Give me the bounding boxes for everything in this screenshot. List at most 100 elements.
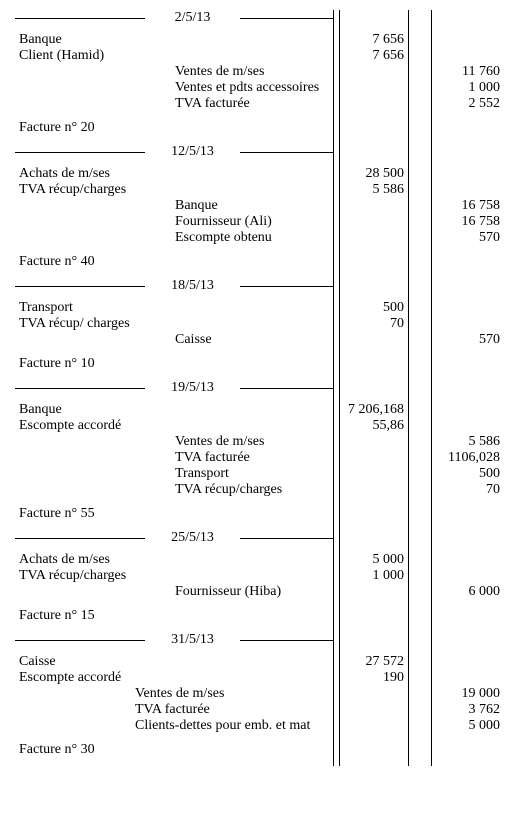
entry-date: 2/5/13 xyxy=(145,10,240,26)
entry-date: 18/5/13 xyxy=(145,278,240,294)
entry-label: Facture n° 55 xyxy=(15,506,335,522)
debit-amount xyxy=(335,230,410,246)
credit-amount: 5 586 xyxy=(434,434,504,450)
credit-amount: 19 000 xyxy=(434,686,504,702)
debit-amount xyxy=(335,214,410,230)
debit-amount: 1 000 xyxy=(335,568,410,584)
date-divider: 31/5/13 xyxy=(15,632,508,650)
entry-label: TVA facturée xyxy=(15,450,335,466)
entry-label: Transport xyxy=(15,300,335,316)
credit-amount xyxy=(434,182,504,198)
entry-label: Banque xyxy=(15,198,335,214)
credit-amount: 570 xyxy=(434,332,504,348)
credit-amount xyxy=(434,356,504,372)
debit-amount xyxy=(335,80,410,96)
debit-amount xyxy=(335,198,410,214)
date-divider: 12/5/13 xyxy=(15,144,508,162)
debit-amount: 5 586 xyxy=(335,182,410,198)
credit-amount xyxy=(434,506,504,522)
entry-label: Ventes de m/ses xyxy=(15,434,335,450)
debit-amount xyxy=(335,466,410,482)
debit-amount: 70 xyxy=(335,316,410,332)
debit-amount xyxy=(335,434,410,450)
credit-amount: 570 xyxy=(434,230,504,246)
credit-amount xyxy=(434,300,504,316)
debit-amount: 5 000 xyxy=(335,552,410,568)
entry-label: TVA récup/charges xyxy=(15,568,335,584)
entry-label: Ventes de m/ses xyxy=(15,686,335,702)
credit-amount xyxy=(434,254,504,270)
entry-date: 12/5/13 xyxy=(145,144,240,160)
debit-amount: 7 656 xyxy=(335,32,410,48)
credit-amount xyxy=(434,608,504,624)
debit-amount xyxy=(335,608,410,624)
debit-amount xyxy=(335,64,410,80)
credit-amount xyxy=(434,552,504,568)
credit-amount xyxy=(434,166,504,182)
entry-label: TVA facturée xyxy=(15,702,335,718)
credit-amount: 70 xyxy=(434,482,504,498)
entry-label: Facture n° 40 xyxy=(15,254,335,270)
debit-amount xyxy=(335,482,410,498)
credit-amount xyxy=(434,654,504,670)
entry-label: Escompte accordé xyxy=(15,670,335,686)
debit-amount xyxy=(335,356,410,372)
debit-amount xyxy=(335,332,410,348)
entry-label: Caisse xyxy=(15,332,335,348)
debit-amount: 7 656 xyxy=(335,48,410,64)
date-divider: 25/5/13 xyxy=(15,530,508,548)
entry-label: Achats de m/ses xyxy=(15,552,335,568)
entry-label: Escompte accordé xyxy=(15,418,335,434)
credit-amount xyxy=(434,670,504,686)
entry-label: Fournisseur (Hiba) xyxy=(15,584,335,600)
entry-label: Achats de m/ses xyxy=(15,166,335,182)
entry-label: Facture n° 15 xyxy=(15,608,335,624)
entry-label: TVA récup/ charges xyxy=(15,316,335,332)
entry-label: TVA récup/charges xyxy=(15,182,335,198)
date-divider: 2/5/13 xyxy=(15,10,508,28)
debit-amount xyxy=(335,742,410,758)
debit-amount xyxy=(335,702,410,718)
debit-amount: 500 xyxy=(335,300,410,316)
credit-amount: 3 762 xyxy=(434,702,504,718)
entry-date: 19/5/13 xyxy=(145,380,240,396)
entry-label: Banque xyxy=(15,32,335,48)
entry-label: Transport xyxy=(15,466,335,482)
entry-label: Facture n° 30 xyxy=(15,742,335,758)
credit-amount: 1 000 xyxy=(434,80,504,96)
debit-amount xyxy=(335,686,410,702)
credit-amount: 5 000 xyxy=(434,718,504,734)
entry-label: Facture n° 20 xyxy=(15,120,335,136)
credit-amount xyxy=(434,402,504,418)
debit-amount xyxy=(335,450,410,466)
debit-amount: 7 206,168 xyxy=(335,402,410,418)
credit-amount xyxy=(434,568,504,584)
entry-label: TVA facturée xyxy=(15,96,335,112)
debit-amount: 190 xyxy=(335,670,410,686)
journal-ledger: 2/5/13Banque7 656Client (Hamid)7 656Vent… xyxy=(15,10,508,766)
entry-label: Client (Hamid) xyxy=(15,48,335,64)
credit-amount: 16 758 xyxy=(434,214,504,230)
date-divider: 19/5/13 xyxy=(15,380,508,398)
entry-label: TVA récup/charges xyxy=(15,482,335,498)
debit-amount xyxy=(335,506,410,522)
debit-amount xyxy=(335,120,410,136)
debit-amount xyxy=(335,96,410,112)
debit-amount: 28 500 xyxy=(335,166,410,182)
credit-amount xyxy=(434,316,504,332)
credit-amount: 16 758 xyxy=(434,198,504,214)
credit-amount: 500 xyxy=(434,466,504,482)
credit-amount: 11 760 xyxy=(434,64,504,80)
debit-amount xyxy=(335,718,410,734)
credit-amount: 1106,028 xyxy=(434,450,504,466)
credit-amount xyxy=(434,48,504,64)
credit-amount: 6 000 xyxy=(434,584,504,600)
debit-amount: 27 572 xyxy=(335,654,410,670)
entry-date: 31/5/13 xyxy=(145,632,240,648)
credit-amount xyxy=(434,418,504,434)
debit-amount xyxy=(335,584,410,600)
debit-amount: 55,86 xyxy=(335,418,410,434)
date-divider: 18/5/13 xyxy=(15,278,508,296)
debit-amount xyxy=(335,254,410,270)
entry-label: Fournisseur (Ali) xyxy=(15,214,335,230)
